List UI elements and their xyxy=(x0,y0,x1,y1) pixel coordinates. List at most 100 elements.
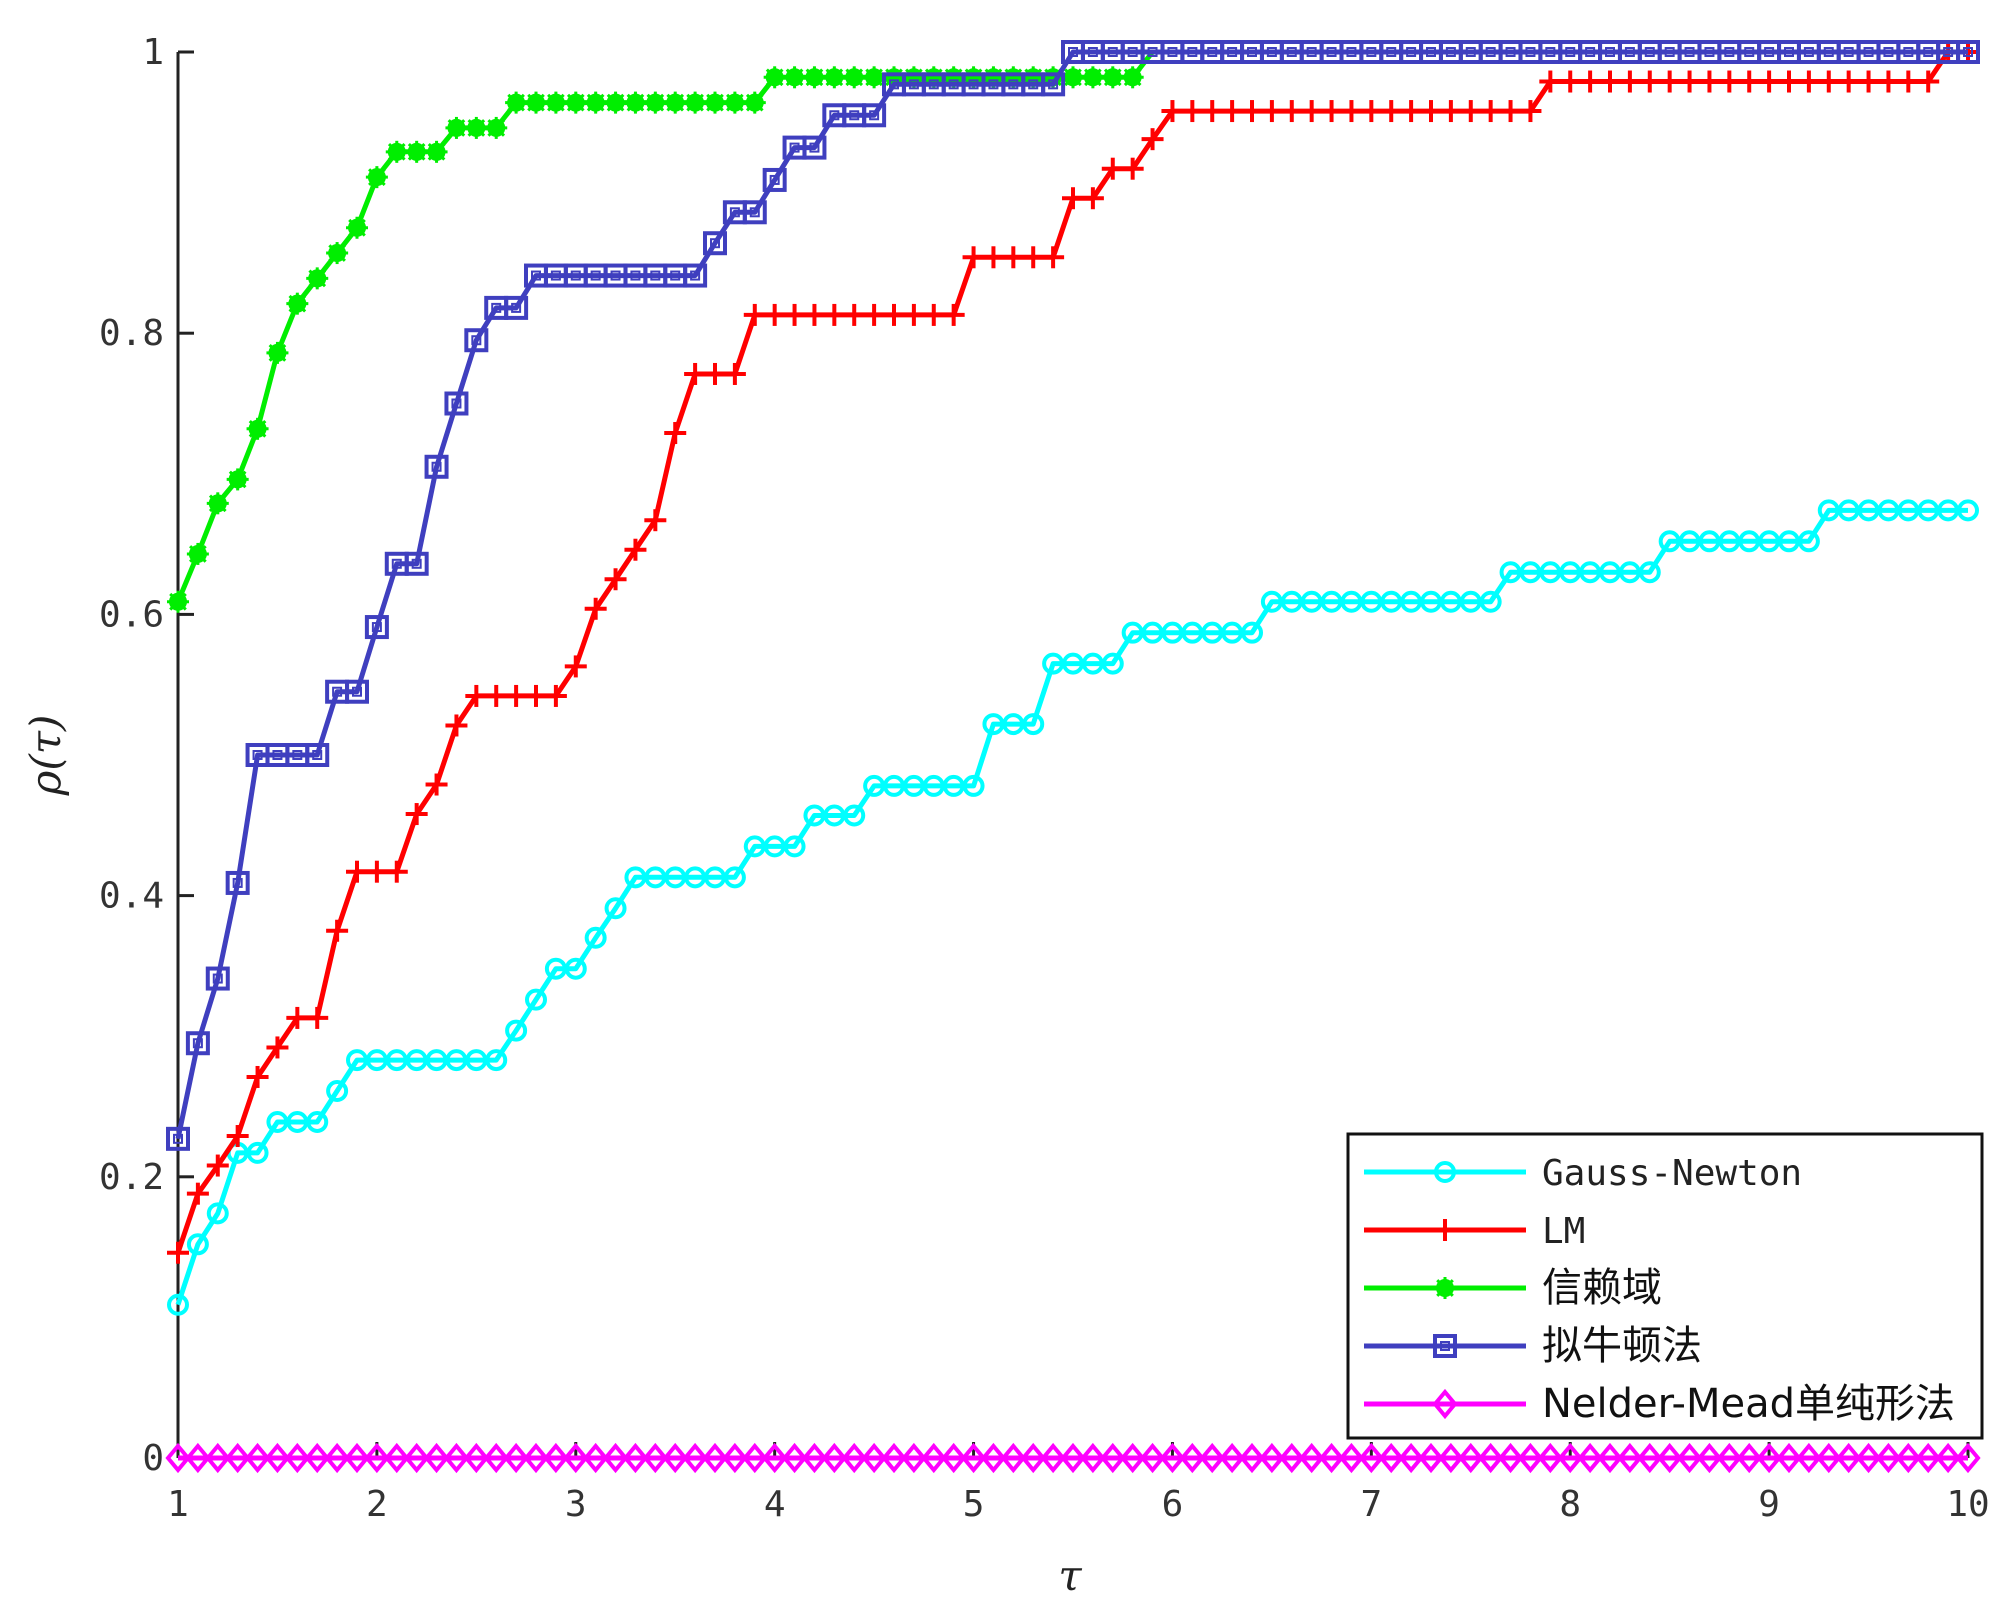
square-inner xyxy=(829,110,840,121)
square-inner xyxy=(332,686,343,697)
series-1-point xyxy=(186,1182,209,1205)
series-0-point xyxy=(306,1110,329,1133)
legend-item: 信赖域 xyxy=(1364,1265,1662,1311)
star-ray xyxy=(825,68,844,87)
x-tick-label: 3 xyxy=(565,1484,587,1525)
series-1-point xyxy=(1758,70,1781,93)
star-ray xyxy=(845,68,864,87)
square-inner xyxy=(1823,47,1834,57)
series-4-point xyxy=(1855,1442,1882,1474)
series-2-point xyxy=(326,242,349,265)
series-1-point xyxy=(246,1065,269,1088)
series-1-point xyxy=(544,684,567,707)
square-inner xyxy=(670,270,681,281)
series-1-point xyxy=(723,362,746,385)
series-1-point xyxy=(982,246,1005,269)
series-1-point xyxy=(823,303,846,326)
series-2-point xyxy=(266,341,289,364)
series-1-point xyxy=(783,303,806,326)
star-ray xyxy=(606,93,625,112)
series-1-point xyxy=(1380,100,1403,123)
series-4-point xyxy=(384,1442,410,1474)
square-inner xyxy=(212,973,223,984)
series-1-point xyxy=(1738,70,1761,93)
series-2-point xyxy=(246,417,269,440)
series-0-point xyxy=(584,926,607,949)
square-inner xyxy=(908,79,919,90)
series-4-point xyxy=(1478,1442,1504,1474)
series-2-point xyxy=(544,91,567,114)
series-4-point xyxy=(1120,1442,1146,1474)
series-4-point xyxy=(284,1442,310,1474)
series-4-point xyxy=(1358,1442,1384,1474)
square-inner xyxy=(451,398,462,409)
square-inner xyxy=(1545,47,1556,57)
star-ray xyxy=(288,294,307,313)
series-1-point xyxy=(803,303,826,326)
x-tick-label: 1 xyxy=(167,1484,189,1525)
square-inner xyxy=(610,270,621,281)
square-inner xyxy=(1883,47,1894,57)
series-4-point xyxy=(304,1442,330,1474)
square-inner xyxy=(491,302,502,313)
x-tick-label: 8 xyxy=(1559,1484,1581,1525)
series-4-point xyxy=(1458,1442,1484,1474)
square-inner xyxy=(511,302,522,313)
square-inner xyxy=(391,558,402,569)
square-inner xyxy=(352,686,362,697)
star-ray xyxy=(348,218,366,237)
series-1-point xyxy=(206,1154,229,1177)
series-1-point xyxy=(942,303,965,326)
series-1-point xyxy=(525,684,547,707)
square-inner xyxy=(1624,47,1635,57)
square-inner xyxy=(1167,47,1178,57)
square-outer xyxy=(1041,72,1066,97)
series-2-point xyxy=(485,116,508,139)
series-0-point xyxy=(525,988,547,1011)
y-tick-label: 0 xyxy=(142,1438,164,1479)
series-0-point xyxy=(843,804,866,827)
legend-label: 拟牛顿法 xyxy=(1542,1323,1702,1369)
series-1 xyxy=(167,41,1979,1264)
series-0-point xyxy=(326,1080,349,1103)
series-0-point xyxy=(783,835,806,858)
series-3-point xyxy=(225,870,250,895)
series-4-point xyxy=(264,1442,291,1474)
series-4-point xyxy=(404,1442,430,1474)
series-4-point xyxy=(503,1442,529,1474)
square-inner xyxy=(1028,79,1039,90)
series-2-point xyxy=(684,91,707,114)
series-3-point xyxy=(166,1126,190,1151)
series-4-point xyxy=(682,1442,708,1474)
square-outer xyxy=(345,679,369,704)
series-2-point xyxy=(863,66,886,89)
square-inner xyxy=(1426,47,1436,57)
series-4-point xyxy=(921,1442,947,1474)
square-inner xyxy=(1605,47,1615,57)
star-ray xyxy=(189,545,207,563)
square-inner xyxy=(1664,47,1675,57)
square-outer xyxy=(364,615,389,640)
y-tick-label: 0.6 xyxy=(99,594,164,635)
square-inner xyxy=(1943,47,1954,57)
square-inner xyxy=(1326,47,1337,57)
series-4-point xyxy=(1020,1442,1046,1474)
series-1-point xyxy=(1320,100,1343,123)
series-0-point xyxy=(246,1141,269,1164)
series-4-point xyxy=(1219,1442,1245,1474)
square-inner xyxy=(729,207,740,218)
square-inner xyxy=(1863,47,1874,57)
series-2-point xyxy=(206,492,229,515)
series-4-point xyxy=(1597,1442,1623,1474)
star-ray xyxy=(706,93,724,112)
series-4-point xyxy=(1139,1442,1166,1474)
legend-swatch-marker xyxy=(1434,1219,1456,1241)
series-4-point xyxy=(324,1442,350,1474)
series-1-point xyxy=(1539,70,1562,93)
series-4-point xyxy=(1259,1442,1285,1474)
square-outer xyxy=(1956,40,1980,64)
series-4-point xyxy=(1676,1442,1703,1474)
series-0-point xyxy=(1957,499,1979,522)
series-3-point xyxy=(345,679,369,704)
